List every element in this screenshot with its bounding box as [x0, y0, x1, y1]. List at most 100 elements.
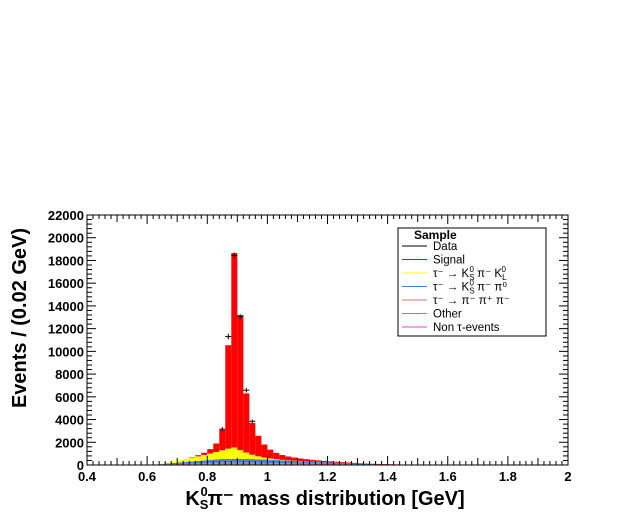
y-tick-label: 20000: [48, 231, 84, 246]
bar-signal-32: [345, 462, 352, 464]
x-tick-label: 2: [564, 469, 571, 484]
bar--k-s--11: [219, 458, 226, 463]
x-tick-label: 1.2: [318, 469, 336, 484]
bar---30: [333, 464, 340, 465]
x-tick-label: 0.6: [138, 469, 156, 484]
bar--k-s-k-l-20: [273, 459, 280, 461]
bar-signal-23: [291, 457, 298, 461]
y-tick-label: 0: [77, 458, 84, 473]
bar--k-s--13: [231, 458, 238, 463]
legend-entry: Non τ-events: [433, 322, 500, 334]
bar---29: [327, 463, 334, 465]
bar---8: [201, 463, 208, 465]
bar---27: [315, 463, 322, 465]
bar---6: [189, 463, 196, 465]
data-points: [219, 252, 256, 432]
y-axis-title: Events / (0.02 GeV): [9, 228, 31, 408]
bar--k-s-k-l-5: [183, 458, 190, 462]
bar---25: [303, 463, 310, 465]
bar--k-s--35: [363, 463, 370, 465]
bar--k-s-k-l-6: [189, 457, 196, 462]
bar--k-s--5: [183, 461, 190, 464]
bar--k-s-k-l-17: [255, 456, 262, 460]
legend-entry: τ⁻ → KS0 π⁻ π⁰: [433, 279, 507, 296]
bar--k-s-k-l-2: [165, 462, 172, 464]
bar--k-s--7: [195, 460, 202, 464]
bar---7: [195, 463, 202, 465]
bar-signal-11: [219, 429, 226, 451]
data-point: [243, 387, 250, 393]
y-tick-label: 6000: [55, 390, 84, 405]
legend-entry: τ⁻ → KS0 π⁻ KL0: [433, 265, 507, 282]
bar--k-s--2: [165, 463, 172, 465]
bar-signal-12: [225, 345, 232, 449]
bar--k-s-k-l-18: [261, 457, 268, 460]
bar---15: [243, 462, 250, 465]
bar-signal-15: [243, 393, 250, 453]
bar--k-s-k-l-4: [177, 460, 184, 463]
bar--k-s--10: [213, 459, 220, 463]
legend-entry: Data: [433, 241, 458, 253]
bar--k-s--23: [291, 460, 298, 464]
bar---23: [291, 463, 298, 465]
x-tick-label: 1.4: [379, 469, 398, 484]
bar---10: [213, 462, 220, 465]
bar-signal-10: [213, 443, 220, 453]
data-point: [249, 419, 256, 423]
bar--k-s--34: [357, 463, 364, 465]
bar--k-s-k-l-9: [207, 453, 214, 460]
y-tick-label: 18000: [48, 253, 84, 268]
bar---13: [231, 462, 238, 465]
bar---24: [297, 463, 304, 465]
bar-signal-21: [279, 455, 286, 460]
bar--k-s-k-l-12: [225, 448, 232, 459]
bar-signal-13: [231, 253, 238, 448]
bar-signal-14: [237, 314, 244, 451]
bar---11: [219, 462, 226, 465]
bar-signal-29: [327, 461, 334, 463]
bar---5: [183, 463, 190, 465]
y-tick-label: 4000: [55, 413, 84, 428]
legend-entry: Signal: [433, 255, 465, 267]
bar--k-s-k-l-7: [195, 456, 202, 461]
data-point: [231, 252, 238, 259]
bar-signal-33: [351, 462, 358, 464]
bar-signal-18: [261, 444, 268, 458]
bar-signal-20: [273, 452, 280, 460]
legend-entry: τ⁻ → π⁻ π⁺ π⁻: [433, 295, 510, 307]
data-point: [219, 426, 226, 432]
y-tick-label: 12000: [48, 322, 84, 337]
x-axis: 0.4 0.6 0.8 1 1.2 1.4 1.6 1.8 2: [78, 215, 572, 484]
bar--k-s--9: [207, 459, 214, 464]
y-tick-label: 8000: [55, 367, 84, 382]
legend-title: Sample: [414, 228, 457, 242]
bar--k-s--31: [339, 462, 346, 465]
bar---20: [273, 463, 280, 465]
bar--k-s--16: [249, 459, 256, 463]
bar--k-s--29: [327, 462, 334, 464]
bar---21: [279, 463, 286, 465]
data-point: [225, 333, 232, 340]
x-tick-label: 1: [264, 469, 271, 484]
bar--k-s--24: [297, 461, 304, 464]
bar--k-s--4: [177, 462, 184, 464]
bar-signal-17: [255, 435, 262, 457]
bar-signal-30: [333, 461, 340, 463]
bar--k-s-k-l-19: [267, 458, 274, 460]
bar--k-s--14: [237, 458, 244, 463]
y-tick-label: 2000: [55, 435, 84, 450]
y-axis: 0 2000 4000 6000 8000 10000 12000 14000 16000 180…: [48, 208, 568, 473]
data-point: [237, 314, 244, 319]
bar-signal-8: [201, 452, 208, 455]
bar--k-s--27: [315, 461, 322, 464]
bar--k-s-k-l-13: [231, 447, 238, 459]
y-tick-label: 22000: [48, 208, 84, 223]
bar---28: [321, 463, 328, 465]
legend-entry: Other: [433, 309, 462, 321]
bar---12: [225, 462, 232, 465]
bar---14: [237, 462, 244, 465]
bar--k-s-k-l-3: [171, 461, 178, 463]
bar--k-s--17: [255, 459, 262, 463]
